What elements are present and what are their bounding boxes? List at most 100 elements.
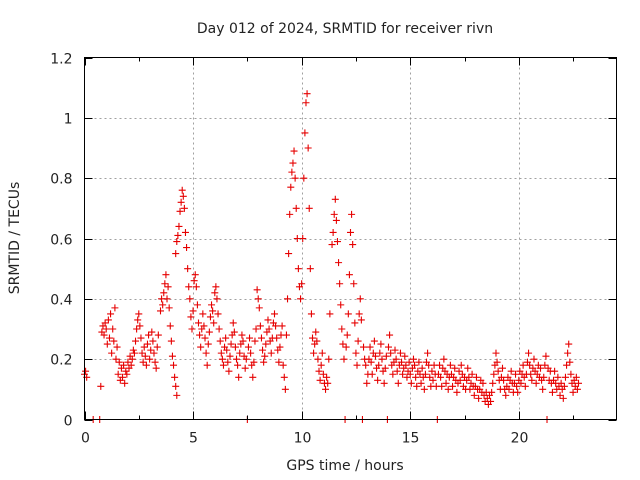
data-point	[489, 379, 497, 387]
data-point	[313, 337, 321, 345]
data-point	[113, 343, 121, 351]
data-point	[426, 373, 434, 381]
data-point	[147, 346, 155, 354]
data-point	[133, 325, 141, 333]
data-point	[468, 370, 476, 378]
data-point	[209, 307, 217, 315]
data-point	[212, 283, 220, 291]
data-point	[375, 361, 383, 369]
data-point	[192, 283, 200, 291]
data-point	[421, 370, 429, 378]
data-point	[335, 259, 343, 267]
data-point	[289, 159, 297, 167]
x-tick-label: 10	[294, 431, 312, 447]
data-point	[521, 382, 529, 390]
data-point	[121, 379, 129, 387]
data-point	[351, 319, 359, 327]
data-point	[150, 349, 158, 357]
y-axis-label: SRMTID / TECUs	[7, 182, 23, 295]
data-point	[166, 322, 174, 330]
data-point	[184, 265, 192, 273]
data-point	[528, 376, 536, 384]
y-tick-label: 0.2	[50, 353, 72, 369]
data-point	[299, 235, 307, 242]
data-point	[305, 204, 313, 212]
data-point	[564, 349, 572, 357]
data-point	[256, 322, 264, 330]
data-point	[315, 367, 323, 375]
data-point	[183, 244, 191, 252]
data-point	[102, 325, 110, 333]
data-point	[380, 379, 388, 387]
data-point	[193, 301, 201, 309]
data-point	[525, 349, 533, 357]
data-point	[114, 370, 122, 378]
data-point	[222, 334, 230, 342]
data-point	[338, 325, 346, 333]
data-point	[398, 358, 406, 366]
data-point	[260, 358, 268, 366]
data-point	[360, 343, 368, 351]
data-point	[152, 364, 160, 372]
data-point	[123, 370, 131, 378]
data-point	[575, 379, 582, 387]
data-point	[186, 295, 194, 303]
data-point	[557, 379, 565, 387]
data-point	[411, 361, 419, 369]
data-point	[159, 301, 167, 309]
data-point	[502, 391, 510, 399]
data-point	[387, 349, 395, 357]
data-point	[347, 228, 354, 236]
data-point	[211, 289, 219, 297]
data-point	[401, 352, 409, 360]
data-point	[328, 241, 336, 249]
data-point	[306, 265, 314, 273]
data-point	[111, 304, 119, 312]
data-point	[378, 355, 386, 363]
data-point	[244, 343, 252, 351]
data-point	[370, 337, 378, 345]
data-point	[137, 334, 145, 342]
data-point	[262, 340, 270, 348]
data-point	[217, 349, 225, 357]
data-point	[324, 379, 332, 387]
data-point	[300, 174, 308, 182]
data-point	[234, 361, 242, 369]
data-point	[252, 325, 260, 333]
data-point	[110, 337, 118, 345]
data-point	[204, 340, 212, 348]
data-point	[457, 361, 465, 369]
data-point	[238, 331, 246, 339]
data-point	[382, 352, 390, 360]
data-point	[157, 307, 164, 315]
data-point	[278, 322, 286, 330]
data-point	[294, 265, 302, 273]
data-point	[339, 340, 347, 348]
data-point	[141, 352, 149, 360]
data-point	[363, 379, 371, 387]
y-tick-label: 1.2	[50, 52, 72, 68]
data-point	[569, 388, 577, 396]
data-point	[500, 376, 508, 384]
data-point	[438, 382, 446, 390]
data-point	[267, 349, 275, 357]
data-point	[250, 358, 258, 366]
data-point	[453, 388, 461, 396]
data-point	[206, 313, 214, 321]
data-point	[195, 319, 202, 327]
data-point	[386, 331, 394, 339]
data-point	[350, 280, 358, 288]
data-point	[329, 228, 337, 236]
data-point	[415, 358, 423, 366]
data-point	[136, 322, 144, 330]
data-point	[177, 198, 185, 206]
data-point	[424, 349, 432, 357]
data-point	[97, 382, 105, 390]
data-point	[143, 340, 151, 348]
grid-lines	[84, 57, 617, 420]
data-point	[162, 271, 170, 279]
data-point	[189, 307, 197, 315]
data-point	[455, 367, 463, 375]
data-point	[138, 349, 146, 357]
data-point	[381, 364, 389, 372]
